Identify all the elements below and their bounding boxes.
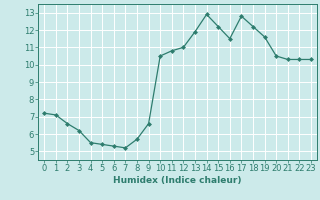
X-axis label: Humidex (Indice chaleur): Humidex (Indice chaleur) xyxy=(113,176,242,185)
